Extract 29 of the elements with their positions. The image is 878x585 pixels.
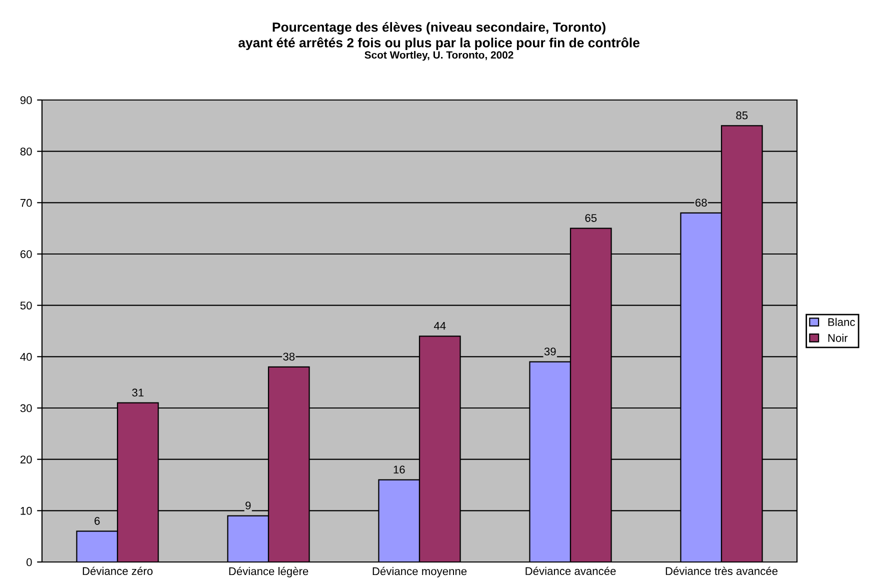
y-tick-label: 60	[20, 250, 32, 258]
chart-title: Pourcentage des élèves (niveau secondaire, Toronto) ayant été arrêtés 2 fois ou plus par la police pour fin de contrôle	[238, 22, 640, 50]
chart-subtitle: Scot Wortley, U. Toronto, 2002	[364, 51, 514, 61]
y-tick-label: 10	[20, 506, 32, 515]
data-label: 6	[94, 516, 100, 525]
y-tick-label: 80	[20, 148, 32, 156]
data-label: 85	[736, 111, 748, 120]
data-label: 65	[585, 214, 597, 222]
x-tick-label: Déviance avancée	[526, 566, 616, 576]
x-tick-label: Déviance zéro	[82, 566, 153, 576]
y-tick-label: 40	[20, 352, 32, 361]
legend-label: Blanc	[828, 318, 855, 326]
x-tick-label: Déviance légère	[229, 566, 308, 578]
y-tick-label: 50	[20, 302, 32, 310]
data-label: 68	[696, 198, 707, 207]
legend-label: Noir	[828, 334, 848, 342]
data-label: 31	[132, 388, 144, 397]
data-label: 44	[434, 322, 446, 330]
data-label: 38	[283, 352, 295, 361]
y-tick-label: 0	[26, 558, 32, 566]
y-tick-label: 20	[20, 456, 32, 464]
data-label: 9	[246, 502, 251, 510]
y-tick-label: 90	[20, 96, 32, 104]
x-tick-label: Déviance très avancée	[666, 566, 778, 576]
y-tick-label: 70	[20, 198, 32, 207]
y-tick-label: 30	[20, 404, 32, 412]
data-label: 39	[544, 348, 556, 356]
data-label: 16	[394, 466, 405, 474]
x-tick-label: Déviance moyenne	[372, 566, 467, 578]
